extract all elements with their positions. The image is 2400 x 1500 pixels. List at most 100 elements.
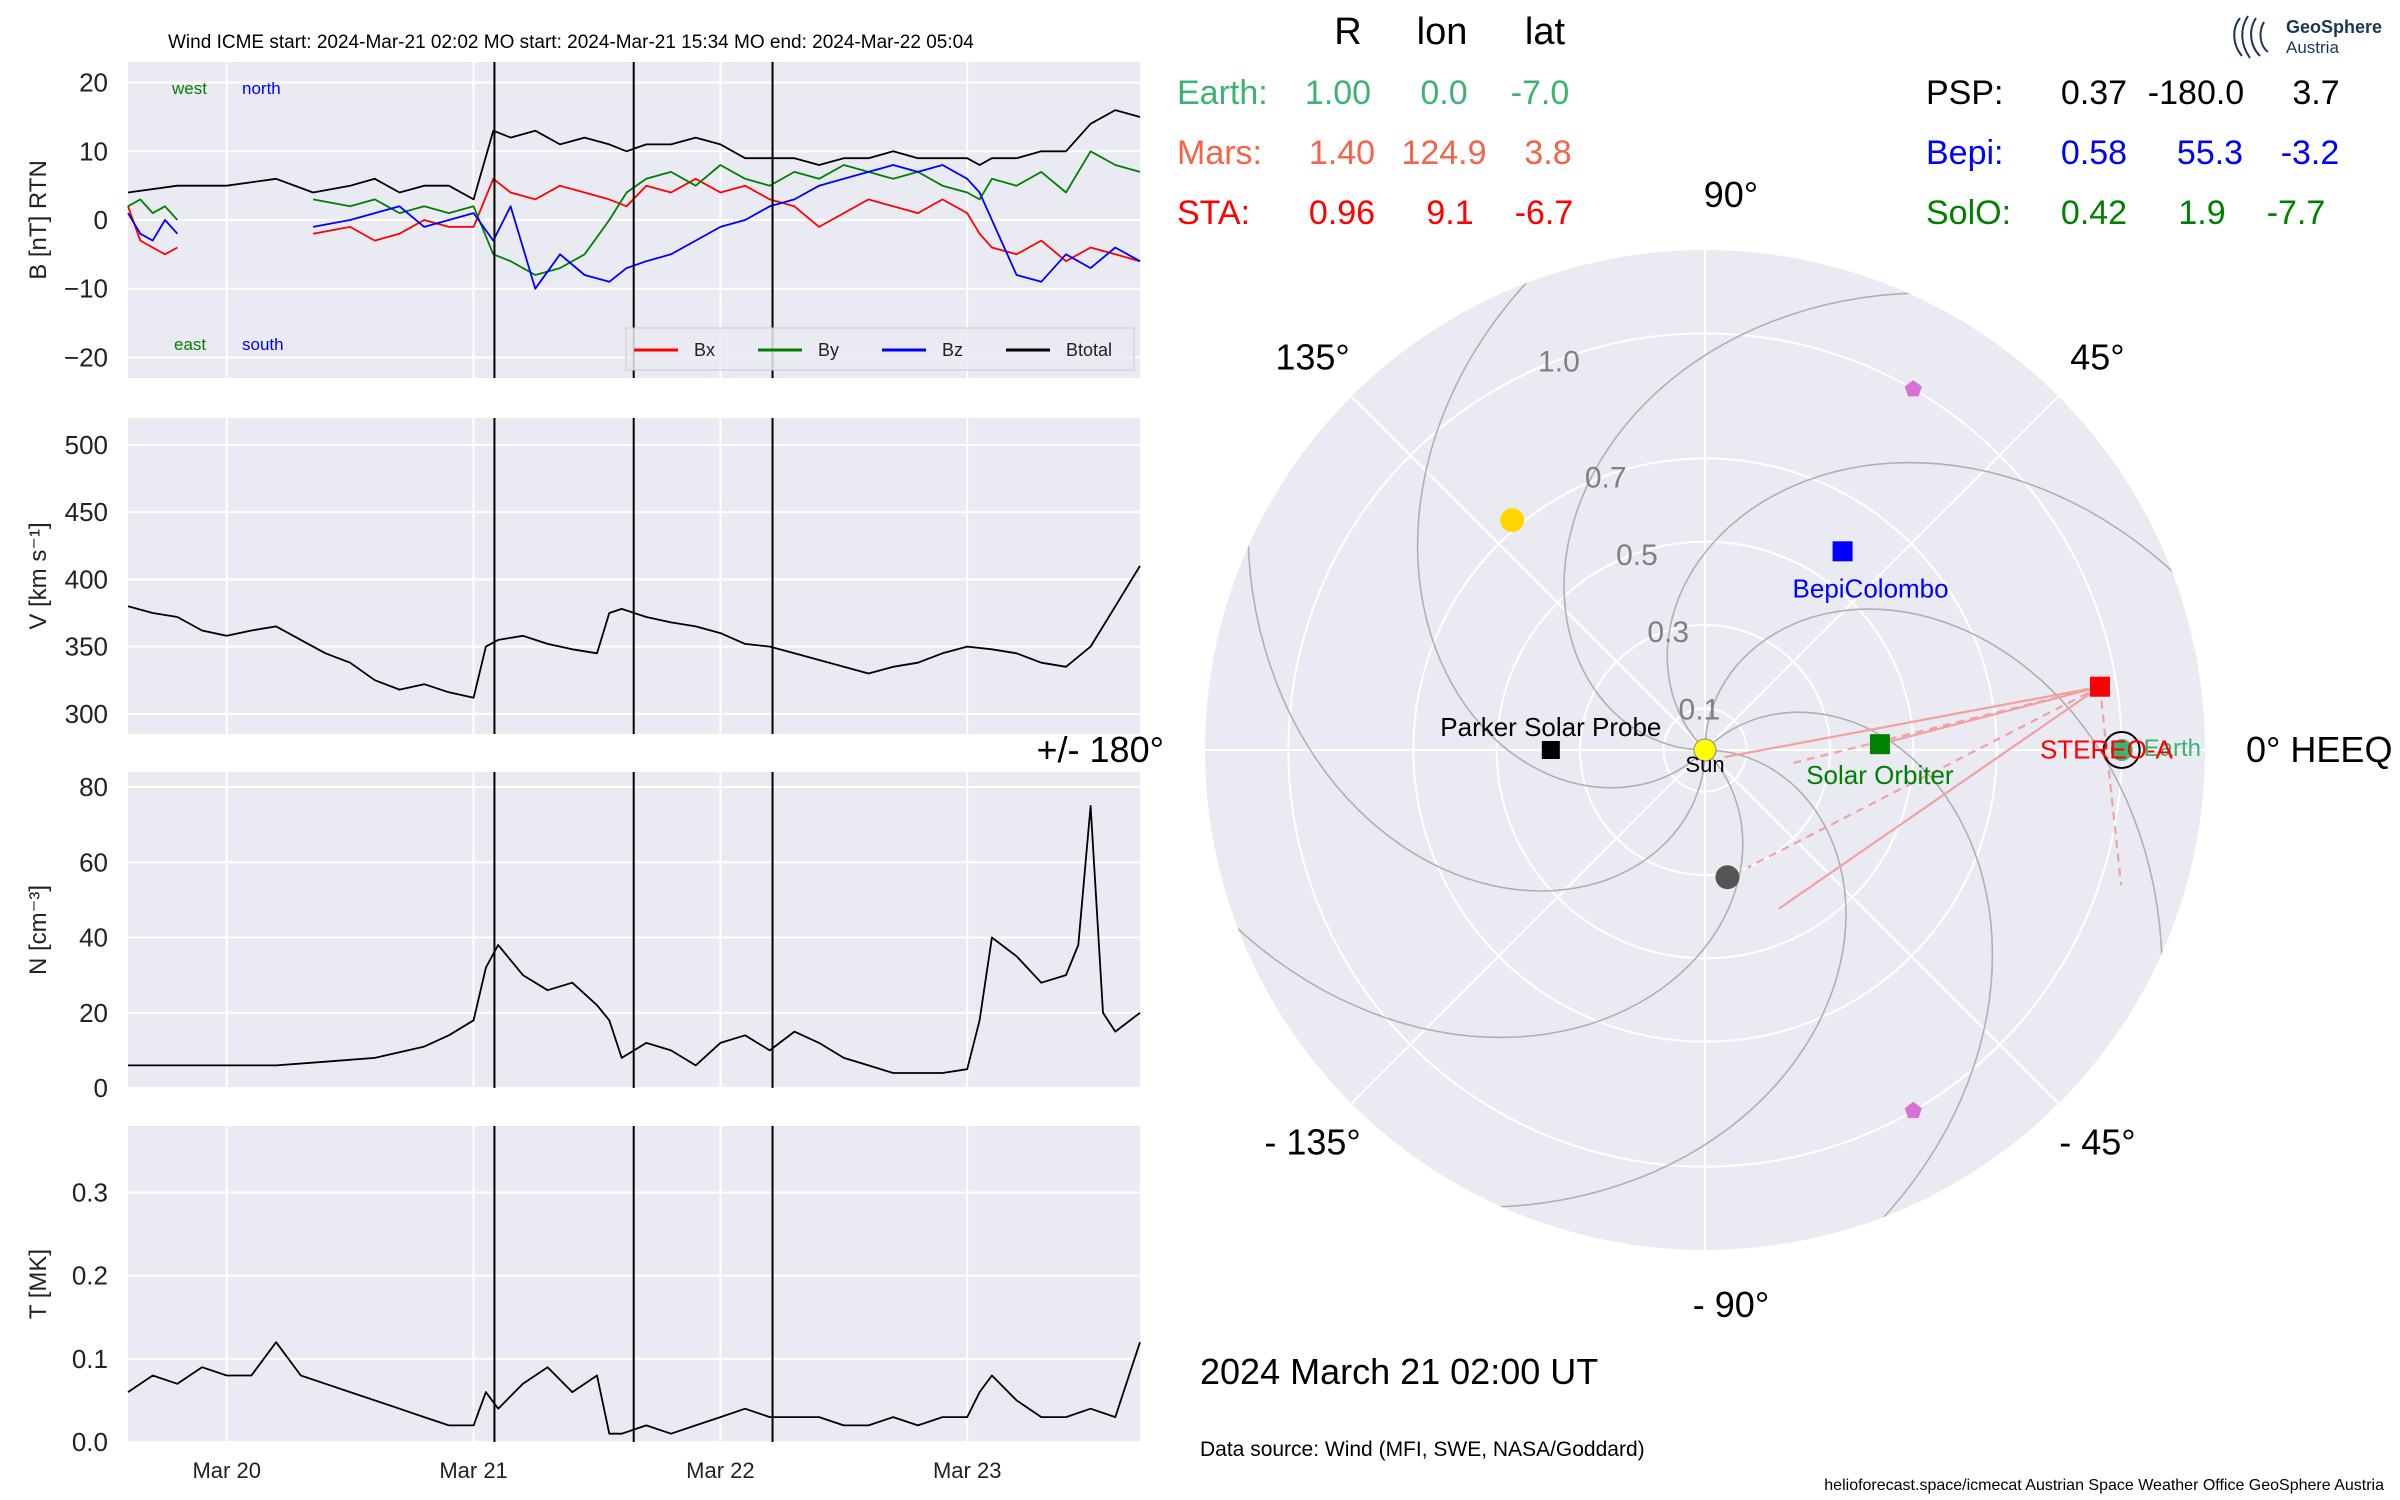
datetime-label: 2024 March 21 02:00 UT bbox=[1200, 1351, 1598, 1392]
body-marker-stereo-a bbox=[2089, 676, 2110, 697]
annotation-north: north bbox=[242, 79, 281, 98]
n-series-n-line bbox=[128, 805, 1141, 1074]
n-panel-y-ticks: 80 60 40 20 0 bbox=[79, 772, 108, 1103]
geosphere-logo-name: GeoSphere bbox=[2286, 17, 2382, 37]
polar-orbit-plot: 0.1 0.3 0.5 0.7 1.0 0° HEEQ 45° 90° 135° +/- 180… bbox=[1037, 174, 2393, 1325]
row-psp-lon: -180.0 bbox=[2148, 74, 2244, 112]
credits-label: helioforecast.space/icmecat Austrian Spa… bbox=[1824, 1477, 2384, 1494]
footpoint-line-5 bbox=[2098, 686, 2123, 886]
radius-label-3: 0.7 bbox=[1585, 462, 1627, 495]
body-marker-solar-orbiter bbox=[1869, 734, 1890, 755]
legend-label-by: By bbox=[818, 340, 839, 360]
parker-spiral-lines bbox=[1205, 250, 2205, 1250]
n-panel-event-lines bbox=[493, 772, 774, 1088]
b-series-by-line bbox=[127, 150, 1141, 276]
radius-label-2: 0.5 bbox=[1616, 539, 1658, 572]
n-panel-ylabel: N [cm⁻³] bbox=[25, 885, 52, 975]
body-marker-l4 bbox=[1904, 380, 1922, 397]
row-solo-name: SolO: bbox=[1926, 194, 2011, 232]
parker-spiral-7 bbox=[1205, 749, 1744, 1039]
b-panel-ylabel: B [nT] RTN bbox=[25, 160, 52, 280]
row-psp-name: PSP: bbox=[1926, 74, 2003, 112]
t-panel-event-lines bbox=[493, 1126, 774, 1442]
b-ytick-label-1: 10 bbox=[79, 136, 108, 166]
row-bepi-lon: 55.3 bbox=[2177, 134, 2243, 172]
b-series-btotal-line bbox=[127, 109, 1141, 201]
row-earth-lat: -7.0 bbox=[1511, 74, 1570, 112]
t-panel-y-ticks: 0.3 0.2 0.1 0.0 bbox=[72, 1178, 108, 1457]
polar-angle-labels: 0° HEEQ 45° 90° 135° +/- 180° - 135° - 90° - 45… bbox=[1037, 174, 2393, 1325]
b-panel-event-lines bbox=[493, 62, 774, 378]
body-label-sun: Sun bbox=[1685, 752, 1724, 777]
n-ytick-label-4: 0 bbox=[94, 1073, 108, 1103]
radius-label-0: 0.1 bbox=[1679, 693, 1721, 726]
b-ytick-label-0: 20 bbox=[79, 68, 108, 98]
sta-footpoint-lines bbox=[1724, 685, 2123, 910]
table-header-r: R bbox=[1334, 11, 1361, 53]
angle-label-a135: 135° bbox=[1275, 337, 1349, 378]
v-series-v-line bbox=[127, 565, 1141, 699]
footpoint-line-2 bbox=[1747, 685, 2101, 869]
radius-label-1: 0.3 bbox=[1647, 616, 1689, 649]
v-panel-ylabel: V [km s⁻¹] bbox=[25, 522, 52, 629]
row-bepi-r: 0.58 bbox=[2061, 134, 2127, 172]
positions-table: R lon lat Earth: 1.00 0.0 -7.0 Mars: 1.4… bbox=[1177, 11, 2340, 232]
parker-spiral-4 bbox=[1563, 292, 2005, 751]
xtick-label-0: Mar 20 bbox=[192, 1458, 260, 1483]
angle-label-a45: 45° bbox=[2070, 337, 2124, 378]
angle-label-a90: 90° bbox=[1704, 174, 1758, 215]
polar-angle-spokes bbox=[1205, 250, 2205, 1250]
v-ytick-label-0: 500 bbox=[65, 430, 108, 460]
table-header-lon: lon bbox=[1417, 11, 1468, 53]
row-solo-lon: 1.9 bbox=[2178, 194, 2225, 232]
b-panel-legend: Bx By Bz Btotal bbox=[625, 327, 1135, 371]
body-marker-venus bbox=[1500, 508, 1525, 533]
body-label-earth: Earth bbox=[2144, 735, 2201, 762]
t-panel-series bbox=[127, 1341, 1141, 1435]
v-panel-y-ticks: 500 450 400 350 300 bbox=[65, 430, 108, 729]
row-bepi-lat: -3.2 bbox=[2281, 134, 2340, 172]
parker-spiral-1 bbox=[1704, 711, 1994, 1250]
t-ytick-label-1: 0.2 bbox=[72, 1261, 108, 1291]
parker-spiral-6 bbox=[1247, 450, 1706, 892]
parker-spiral-3 bbox=[1666, 461, 2205, 751]
b-series-bx-line bbox=[127, 177, 1141, 263]
t-series-t-line bbox=[127, 1341, 1141, 1435]
row-sta-lon: 9.1 bbox=[1426, 194, 1473, 232]
b-ytick-label-4: −20 bbox=[64, 342, 108, 372]
n-ytick-label-2: 40 bbox=[79, 923, 108, 953]
polar-spoke-3 bbox=[1350, 395, 1706, 751]
row-psp-lat: 3.7 bbox=[2292, 74, 2339, 112]
body-marker-mercury bbox=[1715, 865, 1740, 890]
parker-spiral-2 bbox=[1704, 608, 2163, 1050]
table-header-lat: lat bbox=[1525, 11, 1566, 53]
v-panel-event-lines bbox=[493, 418, 774, 734]
v-panel-series bbox=[127, 565, 1141, 699]
v-ytick-label-2: 400 bbox=[65, 564, 108, 594]
angle-label-a180: +/- 180° bbox=[1037, 729, 1164, 770]
row-psp-r: 0.37 bbox=[2061, 74, 2127, 112]
t-panel-ylabel: T [MK] bbox=[25, 1249, 52, 1319]
n-panel-series bbox=[128, 805, 1141, 1074]
polar-spoke-7 bbox=[1704, 749, 2060, 1105]
b-panel-y-ticks: 20 10 0 −10 −20 bbox=[64, 68, 108, 373]
row-solo-r: 0.42 bbox=[2061, 194, 2127, 232]
row-earth-r: 1.00 bbox=[1305, 74, 1371, 112]
n-ytick-label-0: 80 bbox=[79, 772, 108, 802]
legend-label-bx: Bx bbox=[694, 340, 715, 360]
geosphere-logo-country: Austria bbox=[2286, 38, 2339, 57]
footpoint-line-4 bbox=[1879, 685, 2101, 746]
angle-label-am45: - 45° bbox=[2059, 1121, 2135, 1162]
body-marker-earth bbox=[2110, 739, 2133, 761]
b-series-bz-line bbox=[127, 164, 1141, 290]
polar-radius-labels: 0.1 0.3 0.5 0.7 1.0 bbox=[1538, 346, 1720, 727]
t-panel-x-ticks: Mar 20 Mar 21 Mar 22 Mar 23 bbox=[192, 1458, 1001, 1483]
t-ytick-label-2: 0.1 bbox=[72, 1344, 108, 1374]
row-bepi-name: Bepi: bbox=[1926, 134, 2004, 172]
b-panel-series bbox=[127, 109, 1141, 290]
angle-label-am135: - 135° bbox=[1264, 1121, 1360, 1162]
xtick-label-3: Mar 23 bbox=[933, 1458, 1001, 1483]
body-label-solar-orbiter: Solar Orbiter bbox=[1806, 760, 1954, 790]
